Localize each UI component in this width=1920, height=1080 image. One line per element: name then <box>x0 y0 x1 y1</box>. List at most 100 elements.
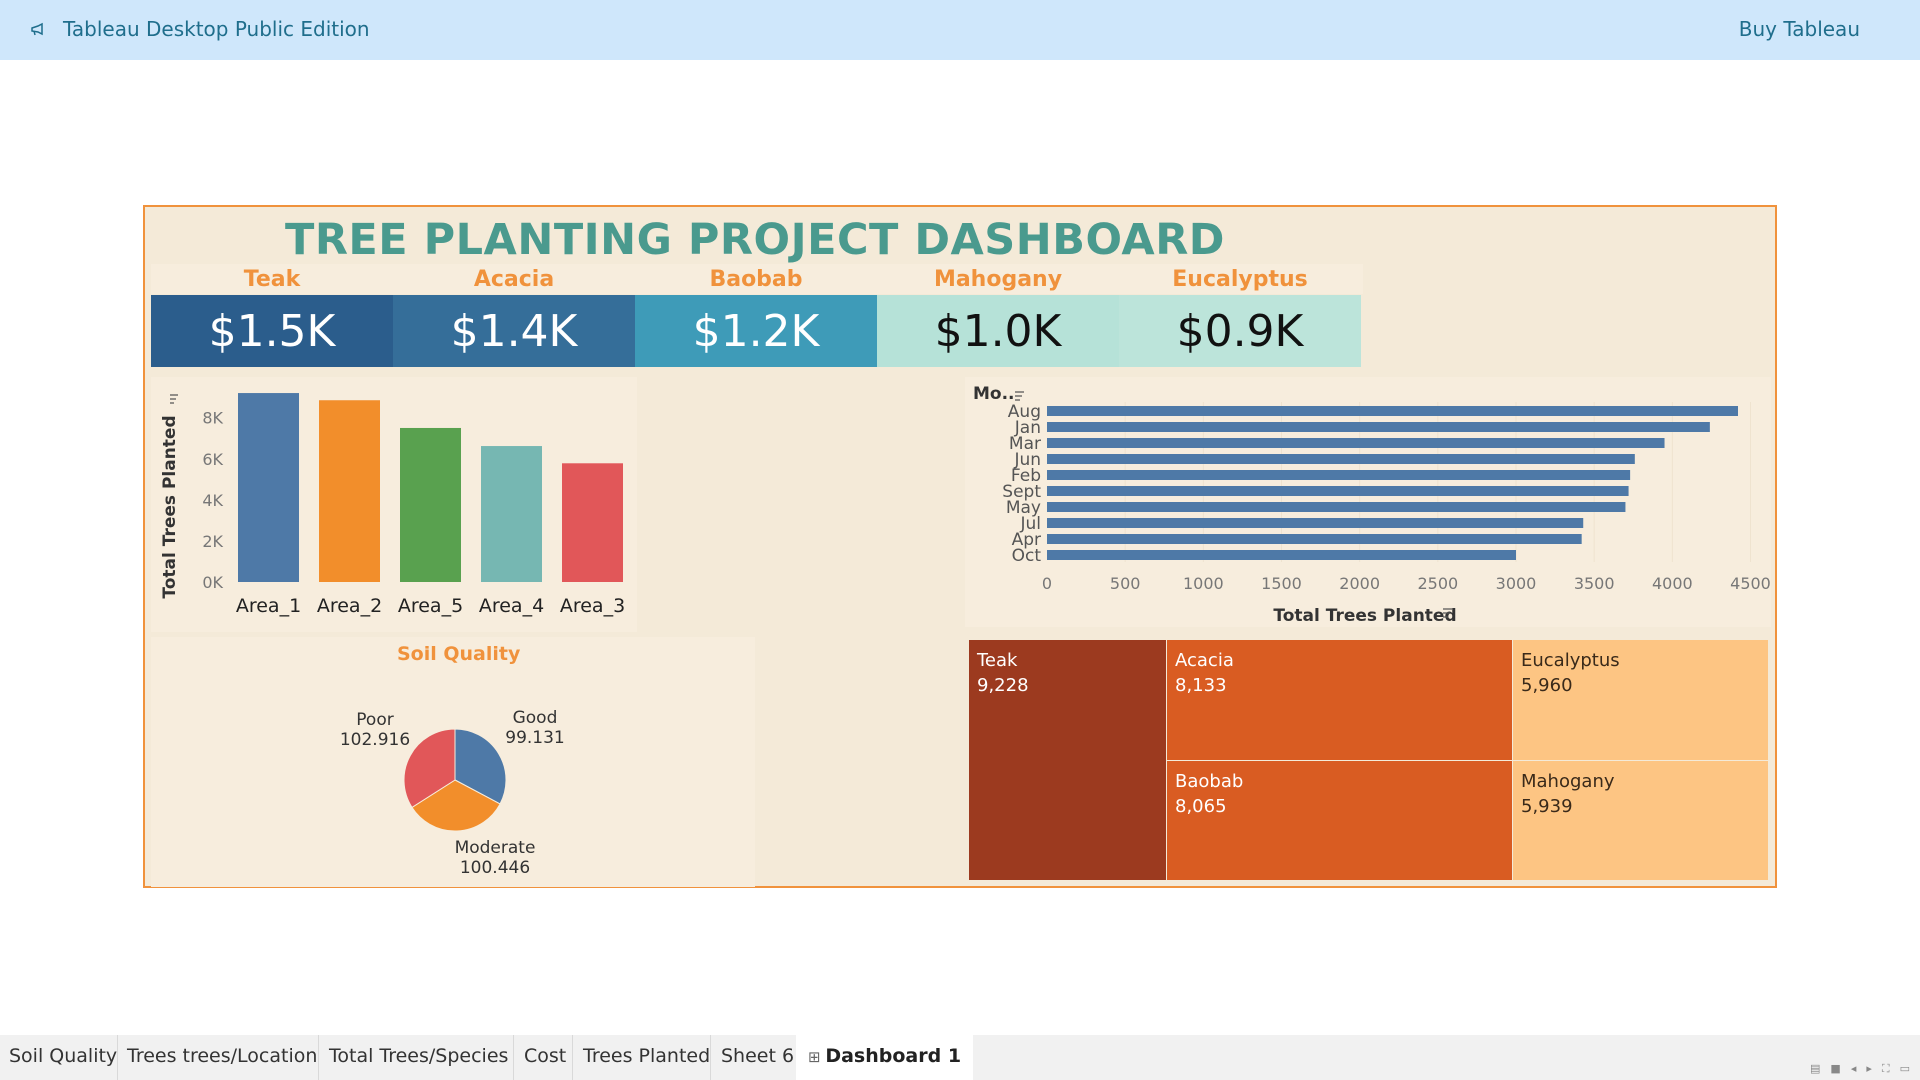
month-chart-xtick: 4000 <box>1652 574 1693 593</box>
month-bar-may[interactable] <box>1047 502 1626 512</box>
month-chart-header: Mo.. <box>973 384 1015 404</box>
area-bar-area_4[interactable] <box>481 446 542 582</box>
treemap-cell-value: 5,960 <box>1521 675 1573 696</box>
month-chart-xtick: 2000 <box>1339 574 1380 593</box>
sort-icon[interactable] <box>1015 391 1024 401</box>
pie-slice-moderate[interactable] <box>411 779 501 832</box>
month-chart-ytick: Feb <box>1011 466 1041 486</box>
kpi-value-acacia[interactable]: $1.4K <box>393 295 635 367</box>
area-chart-ytick: 2K <box>202 532 223 551</box>
soil-chart-title: Soil Quality <box>397 643 521 665</box>
top-bar: Tableau Desktop Public Edition Buy Table… <box>0 0 1920 60</box>
area-chart-ytick: 0K <box>202 573 223 592</box>
treemap-cell-value: 8,133 <box>1175 675 1227 696</box>
area-chart-xtick: Area_4 <box>479 595 544 617</box>
month-chart-xtick: 3000 <box>1496 574 1537 593</box>
area-bar-area_2[interactable] <box>319 400 380 582</box>
pie-slice-good[interactable] <box>454 728 507 805</box>
sheet-tab-trees-planted[interactable]: Trees Planted <box>583 1045 711 1067</box>
area-chart-ytick: 4K <box>202 491 223 510</box>
treemap-cell-teak[interactable]: Teak 9,228 <box>969 640 1167 881</box>
pie-slice-poor[interactable] <box>403 728 456 809</box>
sheet-tab-soil-quality[interactable]: Soil Quality <box>9 1045 118 1067</box>
month-chart-xtick: 500 <box>1110 574 1141 593</box>
treemap-cell-name: Teak <box>977 650 1018 671</box>
area-chart-ytick: 8K <box>202 409 223 428</box>
prev-sheet-icon[interactable]: ◂ <box>1850 1062 1857 1075</box>
area-bar-area_1[interactable] <box>238 393 299 582</box>
treemap-cell-name: Eucalyptus <box>1521 650 1620 671</box>
month-bar-chart[interactable]: Mo.. 0 500 1000 1500 2000 2500 3000 3500 4000 4500… <box>965 377 1775 637</box>
area-bar-area_3[interactable] <box>562 463 623 582</box>
sheet-tab-cost[interactable]: Cost <box>524 1045 567 1067</box>
treemap-cell-acacia[interactable]: Acacia 8,133 <box>1167 640 1513 761</box>
month-chart-xtick: 3500 <box>1574 574 1615 593</box>
month-bar-apr[interactable] <box>1047 534 1582 544</box>
sheet-tab-dashboard-1[interactable]: ⊞ Dashboard 1 <box>796 1035 974 1080</box>
month-bar-jul[interactable] <box>1047 518 1584 528</box>
area-chart-xtick: Area_1 <box>236 595 301 617</box>
month-chart-ytick: Apr <box>1012 530 1041 550</box>
pie-value: 100.446 <box>460 858 530 878</box>
sheet-tab-bar: Soil Quality Trees trees/Location Total Tr… <box>0 1035 1920 1080</box>
month-bar-aug[interactable] <box>1047 406 1738 416</box>
month-bar-oct[interactable] <box>1047 550 1517 560</box>
kpi-value-mahogany[interactable]: $1.0K <box>877 295 1119 367</box>
megaphone-icon <box>31 22 43 36</box>
treemap-cell-eucalyptus[interactable]: Eucalyptus 5,960 <box>1513 640 1769 761</box>
kpi-label-mahogany: Mahogany <box>933 267 1063 292</box>
month-chart-ytick: Mar <box>1009 434 1041 454</box>
tab-nav-controls: ▤ ■ ◂ ▸ ⛶ ▭ <box>1810 1062 1910 1076</box>
month-chart-xtick: 0 <box>1042 574 1052 593</box>
month-bar-sept[interactable] <box>1047 486 1629 496</box>
sort-icon[interactable] <box>1443 608 1452 618</box>
kpi-value-baobab[interactable]: $1.2K <box>635 295 877 367</box>
treemap-cell-value: 5,939 <box>1521 796 1573 817</box>
sort-icon[interactable] <box>170 394 178 404</box>
grid-view-icon[interactable]: ▤ <box>1810 1062 1821 1075</box>
buy-tableau-link[interactable]: Buy Tableau <box>1738 17 1860 41</box>
month-chart-ytick: Sept <box>1002 482 1041 502</box>
pie-label: Good <box>513 708 558 728</box>
tab-divider <box>117 1035 118 1080</box>
month-bar-jun[interactable] <box>1047 454 1635 464</box>
active-tab-label: Dashboard 1 <box>825 1045 962 1067</box>
presentation-icon[interactable]: ▭ <box>1899 1062 1910 1075</box>
fullscreen-icon[interactable]: ⛶ <box>1881 1062 1890 1075</box>
month-chart-ytick: Jan <box>1014 418 1041 438</box>
next-sheet-icon[interactable]: ▸ <box>1866 1062 1872 1075</box>
area-chart-xtick: Area_5 <box>398 595 463 617</box>
sheet-tab-sheet-6[interactable]: Sheet 6 <box>721 1045 795 1067</box>
kpi-label-acacia: Acacia <box>473 267 555 292</box>
kpi-strip <box>151 264 1363 294</box>
treemap-cell-baobab[interactable]: Baobab 8,065 <box>1167 761 1513 881</box>
treemap-cell-mahogany[interactable]: Mahogany 5,939 <box>1513 761 1769 881</box>
dashboard-icon: ⊞ <box>808 1048 826 1066</box>
month-bar-feb[interactable] <box>1047 470 1631 480</box>
month-bar-jan[interactable] <box>1047 422 1710 432</box>
tab-divider <box>513 1035 514 1080</box>
tab-divider <box>318 1035 319 1080</box>
kpi-value-teak[interactable]: $1.5K <box>151 295 393 367</box>
area-chart-ytick: 6K <box>202 450 223 469</box>
treemap-cell-value: 8,065 <box>1175 796 1227 817</box>
sheet-tab-total-trees-species[interactable]: Total Trees/Species <box>329 1045 509 1067</box>
month-chart-xlabel: Total Trees Planted <box>1273 606 1456 626</box>
area-bar-area_5[interactable] <box>400 427 461 582</box>
treemap-cell-name: Baobab <box>1175 771 1244 792</box>
kpi-label-baobab: Baobab <box>709 267 803 292</box>
area-chart-panel <box>151 377 637 632</box>
kpi-label-teak: Teak <box>243 267 301 292</box>
kpi-value-eucalyptus[interactable]: $0.9K <box>1119 295 1361 367</box>
treemap-cell-value: 9,228 <box>977 675 1029 696</box>
filmstrip-view-icon[interactable]: ■ <box>1830 1062 1841 1075</box>
month-chart-ytick: Oct <box>1012 546 1042 566</box>
month-chart-ytick: Aug <box>1008 402 1041 422</box>
month-bar-mar[interactable] <box>1047 438 1665 448</box>
month-chart-xtick: 4500 <box>1730 574 1771 593</box>
sheet-tab-trees-trees-location[interactable]: Trees trees/Location <box>127 1045 318 1067</box>
area-chart-xtick: Area_3 <box>560 595 625 617</box>
area-bar-chart[interactable]: Total Trees Planted 0K 2K 4K 6K 8K Area_1 Area_… <box>145 377 645 637</box>
month-chart-ytick: May <box>1006 498 1041 518</box>
